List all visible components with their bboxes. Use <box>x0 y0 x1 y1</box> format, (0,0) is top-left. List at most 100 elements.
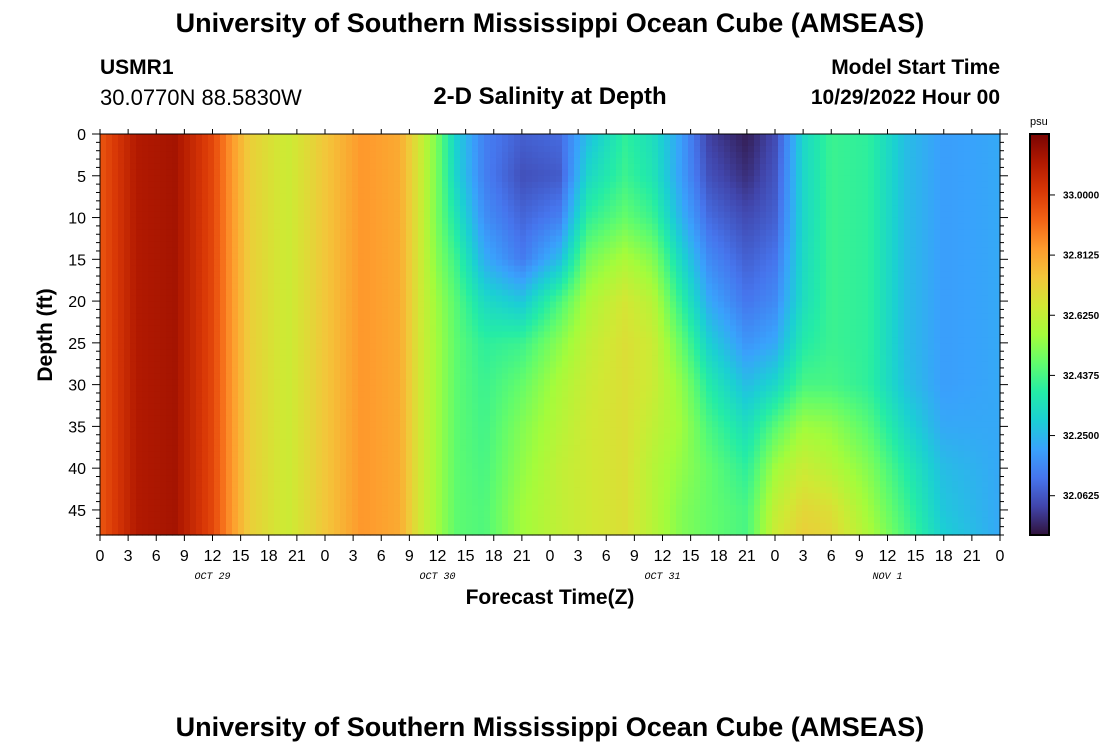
heatmap-cell <box>604 193 611 201</box>
heatmap-cell <box>670 277 677 285</box>
heatmap-cell <box>958 151 965 159</box>
heatmap-cell <box>616 241 623 249</box>
heatmap-cell <box>880 283 887 291</box>
heatmap-cell <box>148 265 155 273</box>
heatmap-cell <box>970 157 977 165</box>
heatmap-cell <box>832 145 839 153</box>
heatmap-cell <box>154 139 161 147</box>
heatmap-cell <box>364 211 371 219</box>
heatmap-cell <box>874 151 881 159</box>
heatmap-cell <box>100 169 107 177</box>
heatmap-cell <box>772 217 779 225</box>
heatmap-cell <box>688 223 695 231</box>
heatmap-cell <box>754 277 761 285</box>
heatmap-cell <box>724 175 731 183</box>
heatmap-cell <box>604 247 611 255</box>
heatmap-cell <box>784 241 791 249</box>
heatmap-cell <box>238 229 245 237</box>
heatmap-cell <box>958 163 965 171</box>
heatmap-cell <box>616 217 623 225</box>
heatmap-cell <box>808 325 815 333</box>
heatmap-cell <box>478 223 485 231</box>
heatmap-cell <box>208 134 215 141</box>
heatmap-cell <box>478 259 485 267</box>
heatmap-cell <box>514 187 521 195</box>
heatmap-cell <box>736 134 743 141</box>
heatmap-cell <box>142 223 149 231</box>
heatmap-cell <box>802 265 809 273</box>
heatmap-cell <box>676 223 683 231</box>
heatmap-cell <box>160 301 167 309</box>
heatmap-cell <box>952 223 959 231</box>
heatmap-cell <box>940 139 947 147</box>
heatmap-cell <box>544 283 551 291</box>
heatmap-cell <box>334 331 341 339</box>
heatmap-cell <box>460 169 467 177</box>
heatmap-cell <box>802 313 809 321</box>
heatmap-cell <box>676 265 683 273</box>
heatmap-cell <box>142 301 149 309</box>
heatmap-cell <box>508 151 515 159</box>
heatmap-cell <box>124 211 131 219</box>
heatmap-cell <box>538 283 545 291</box>
heatmap-cell <box>676 175 683 183</box>
heatmap-cell <box>316 134 323 141</box>
heatmap-cell <box>532 313 539 321</box>
heatmap-cell <box>436 223 443 231</box>
heatmap-cell <box>124 277 131 285</box>
heatmap-cell <box>646 289 653 297</box>
heatmap-cell <box>268 295 275 303</box>
heatmap-cell <box>448 259 455 267</box>
heatmap-cell <box>124 283 131 291</box>
heatmap-cell <box>304 259 311 267</box>
heatmap-cell <box>802 217 809 225</box>
heatmap-cell <box>124 151 131 159</box>
heatmap-cell <box>256 277 263 285</box>
heatmap-cell <box>856 157 863 165</box>
heatmap-cell <box>646 277 653 285</box>
heatmap-cell <box>532 181 539 189</box>
heatmap-cell <box>916 145 923 153</box>
heatmap-cell <box>724 193 731 201</box>
heatmap-cell <box>688 247 695 255</box>
heatmap-cell <box>490 193 497 201</box>
heatmap-cell <box>418 193 425 201</box>
heatmap-cell <box>598 223 605 231</box>
heatmap-cell <box>520 247 527 255</box>
heatmap-cell <box>838 253 845 261</box>
heatmap-cell <box>946 223 953 231</box>
heatmap-cell <box>232 229 239 237</box>
heatmap-cell <box>850 319 857 327</box>
heatmap-cell <box>466 283 473 291</box>
heatmap-cell <box>850 157 857 165</box>
heatmap-cell <box>868 199 875 207</box>
heatmap-cell <box>262 319 269 327</box>
heatmap-cell <box>922 319 929 327</box>
heatmap-cell <box>976 181 983 189</box>
heatmap-cell <box>274 163 281 171</box>
heatmap-cell <box>742 139 749 147</box>
heatmap-cell <box>106 205 113 213</box>
heatmap-cell <box>154 217 161 225</box>
heatmap-cell <box>592 241 599 249</box>
heatmap-cell <box>922 277 929 285</box>
heatmap-cell <box>958 247 965 255</box>
heatmap-cell <box>220 163 227 171</box>
heatmap-cell <box>796 134 803 141</box>
heatmap-cell <box>130 271 137 279</box>
heatmap-cell <box>862 134 869 141</box>
heatmap-cell <box>382 271 389 279</box>
heatmap-cell <box>286 134 293 141</box>
heatmap-cell <box>202 134 209 141</box>
heatmap-cell <box>580 277 587 285</box>
heatmap-cell <box>382 265 389 273</box>
heatmap-cell <box>916 235 923 243</box>
heatmap-cell <box>412 139 419 147</box>
heatmap-cell <box>100 193 107 201</box>
heatmap-cell <box>958 181 965 189</box>
heatmap-cell <box>790 241 797 249</box>
heatmap-cell <box>286 307 293 315</box>
heatmap-cell <box>910 301 917 309</box>
heatmap-cell <box>712 145 719 153</box>
heatmap-cell <box>478 247 485 255</box>
